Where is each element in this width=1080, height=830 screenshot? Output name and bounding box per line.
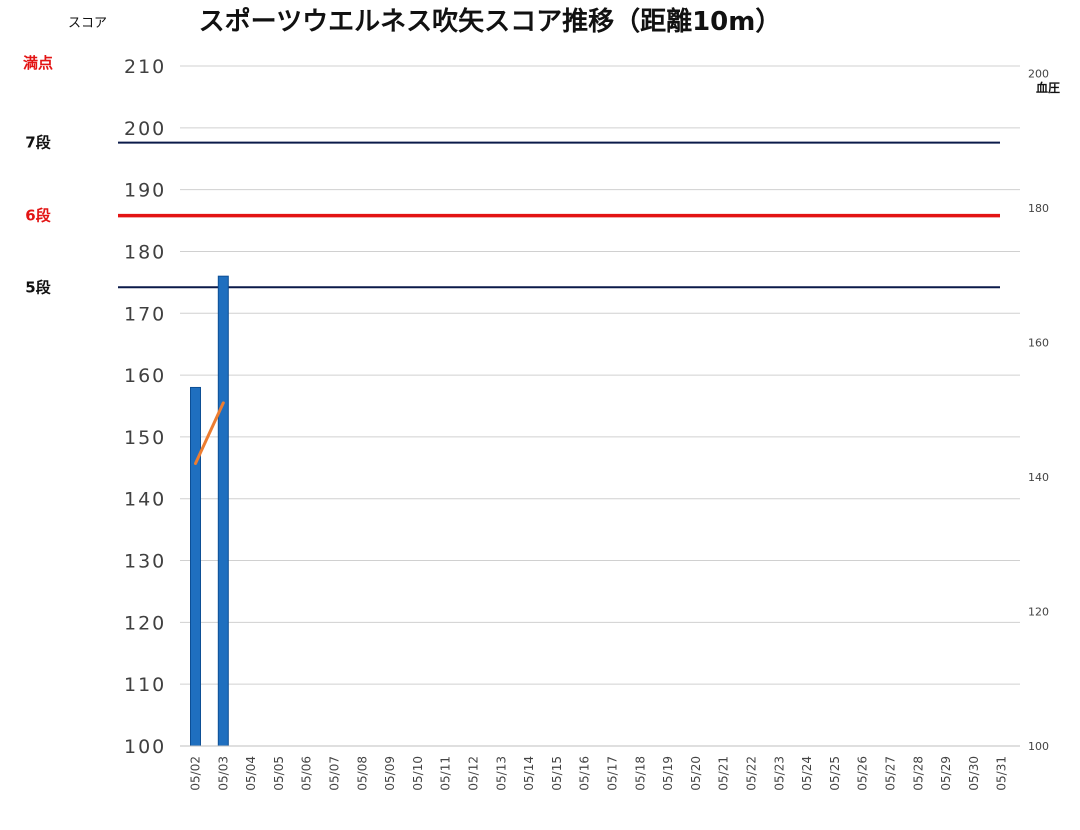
y2-tick-label: 140 xyxy=(1028,471,1049,484)
grid xyxy=(180,65,1020,747)
y-tick-label: 170 xyxy=(124,303,166,325)
x-tick-label: 05/10 xyxy=(411,756,425,791)
y-tick-label: 110 xyxy=(124,674,166,696)
y-tick-label: 100 xyxy=(124,736,166,758)
y2-tick-label: 200 xyxy=(1028,67,1049,80)
chart-title: スポーツウエルネス吹矢スコア推移（距離10m） xyxy=(199,6,782,37)
x-tick-label: 05/25 xyxy=(828,756,842,791)
x-tick-label: 05/06 xyxy=(300,756,314,791)
reference-label: 5段 xyxy=(25,278,50,296)
x-tick-label: 05/21 xyxy=(717,756,731,791)
score-bar xyxy=(190,386,201,747)
y2-tick-label: 120 xyxy=(1028,605,1049,618)
reference-label: 満点 xyxy=(23,54,53,72)
x-tick-label: 05/22 xyxy=(745,756,759,791)
y2-tick-label: 180 xyxy=(1028,202,1049,215)
y2-tick-label: 100 xyxy=(1028,740,1049,753)
x-tick-label: 05/28 xyxy=(911,756,925,791)
x-tick-label: 05/07 xyxy=(328,756,342,791)
y-tick-label: 210 xyxy=(124,56,166,78)
y-tick-label: 120 xyxy=(124,612,166,634)
x-tick-label: 05/13 xyxy=(494,756,508,791)
x-axis: 05/02 05/03 05/04 05/05 05/06 05/07 05/08 05/09… xyxy=(180,745,1020,791)
x-tick-label: 05/16 xyxy=(578,756,592,791)
x-tick-label: 05/04 xyxy=(244,756,258,791)
right-y-axis: 100 120 140 160 180 200 xyxy=(1028,67,1049,753)
score-bar xyxy=(217,275,229,747)
x-tick-label: 05/08 xyxy=(355,756,369,791)
blood-pressure-line xyxy=(194,401,225,465)
y-tick-label: 140 xyxy=(124,489,166,511)
reference-label: 6段 xyxy=(25,207,50,225)
x-tick-label: 05/26 xyxy=(856,756,870,791)
x-tick-label: 05/18 xyxy=(633,756,647,791)
x-tick-label: 05/15 xyxy=(550,756,564,791)
y-tick-label: 130 xyxy=(124,551,166,573)
x-tick-label: 05/11 xyxy=(439,756,453,791)
x-tick-label: 05/24 xyxy=(800,756,814,791)
score-bars xyxy=(190,275,229,747)
y-tick-label: 160 xyxy=(124,365,166,387)
y2-axis-label: 血圧 xyxy=(1036,80,1060,95)
x-tick-label: 05/09 xyxy=(383,756,397,791)
x-tick-label: 05/17 xyxy=(606,756,620,791)
left-y-axis: 100 110 120 130 140 150 160 170 180 190 200 210 xyxy=(124,56,166,758)
x-tick-label: 05/23 xyxy=(772,756,786,791)
x-tick-label: 05/30 xyxy=(967,756,981,791)
x-tick-label: 05/05 xyxy=(272,756,286,791)
x-tick-label: 05/27 xyxy=(884,756,898,791)
x-tick-label: 05/31 xyxy=(995,756,1009,791)
reference-lines: 満点 7段 6段 5段 xyxy=(23,54,1000,296)
reference-label: 7段 xyxy=(25,134,50,152)
line-segment xyxy=(194,401,225,465)
y-tick-label: 200 xyxy=(124,118,166,140)
x-tick-label: 05/19 xyxy=(661,756,675,791)
y-axis-label: スコア xyxy=(68,16,107,31)
x-tick-label: 05/02 xyxy=(189,756,203,791)
y-tick-label: 190 xyxy=(124,180,166,202)
y-tick-label: 180 xyxy=(124,241,166,263)
y-tick-label: 150 xyxy=(124,427,166,449)
y2-tick-label: 160 xyxy=(1028,336,1049,349)
x-tick-label: 05/20 xyxy=(689,756,703,791)
x-tick-label: 05/14 xyxy=(522,756,536,791)
x-tick-label: 05/03 xyxy=(216,756,230,791)
x-tick-label: 05/12 xyxy=(467,756,481,791)
x-tick-label: 05/29 xyxy=(939,756,953,791)
